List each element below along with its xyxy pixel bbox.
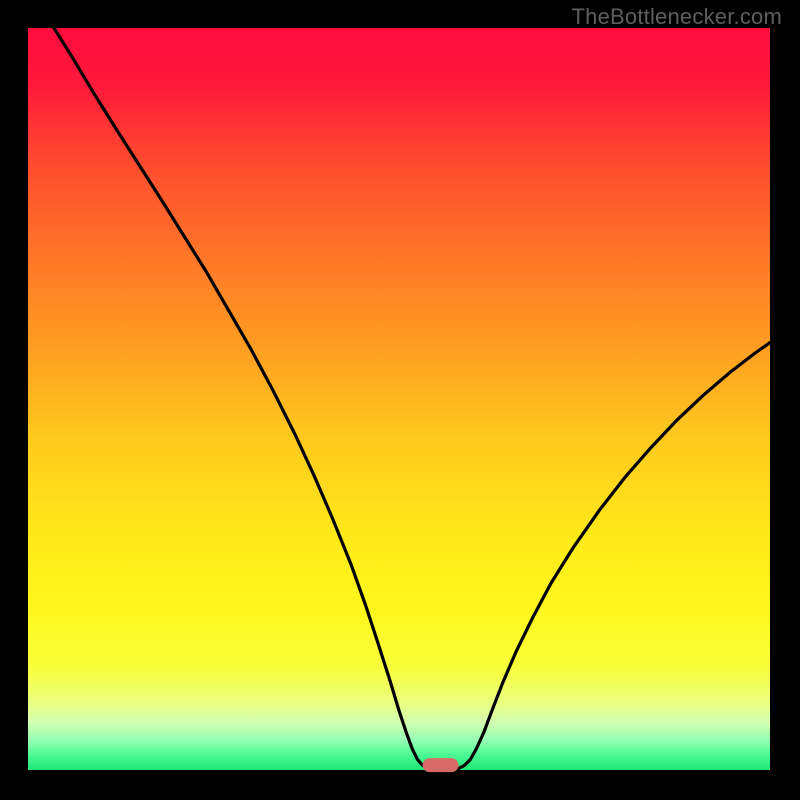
chart-container: TheBottlenecker.com xyxy=(0,0,800,800)
bottleneck-chart-svg xyxy=(0,0,800,800)
optimal-marker xyxy=(423,758,459,772)
watermark-text: TheBottlenecker.com xyxy=(572,4,782,30)
plot-background-gradient xyxy=(28,28,770,770)
plot-area xyxy=(28,28,770,772)
